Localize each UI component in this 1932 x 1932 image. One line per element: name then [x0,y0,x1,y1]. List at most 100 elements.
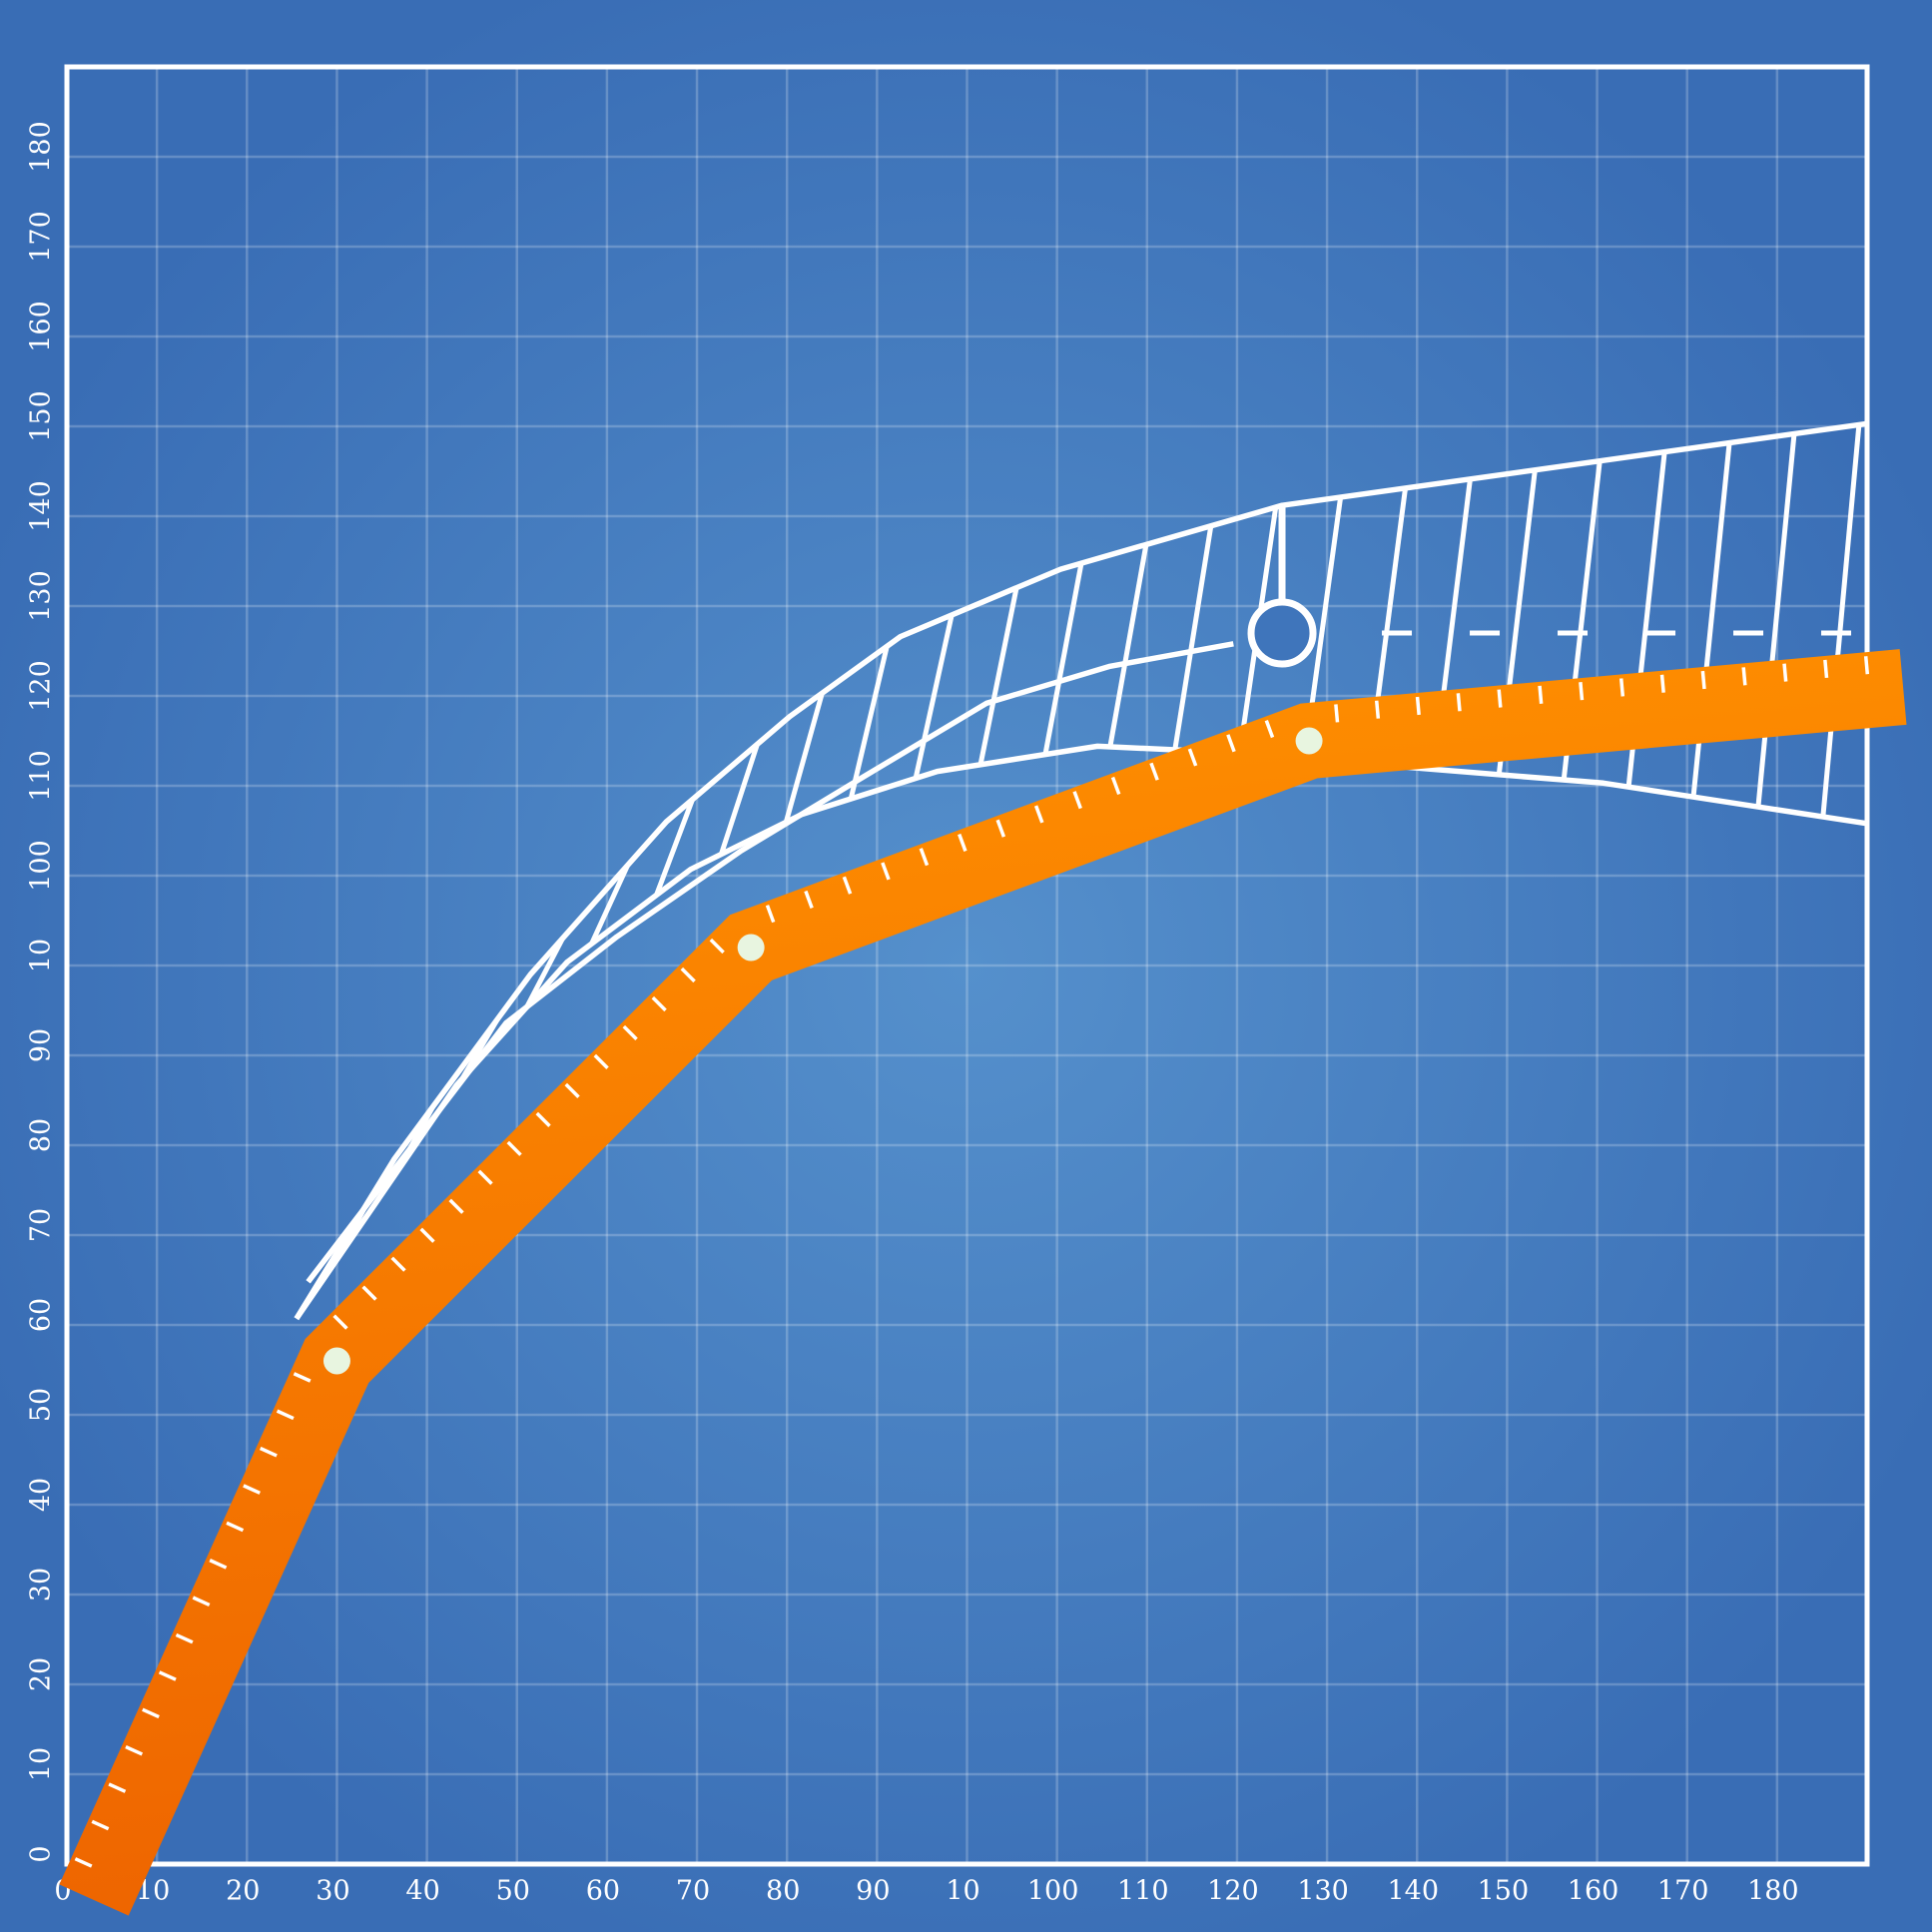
y-tick-label: 130 [26,570,57,622]
ribbon-tick [477,1169,493,1185]
ribbon-tick [361,1285,377,1301]
band-line [306,641,1234,1284]
hatch [977,587,1019,766]
hatch [654,798,695,897]
ribbon-tick [995,819,1006,838]
ribbon-tick [1659,674,1665,693]
pin [1247,598,1317,668]
ribbon-tick [804,890,814,909]
ribbon-tick [1415,696,1421,716]
y-tick-label: 0 [26,1845,57,1862]
ribbon-tick [842,876,853,895]
ribbon-tick [1538,685,1544,704]
ribbon-tick [226,1521,245,1533]
ribbon-tick [1579,682,1585,701]
x-tick-label: 20 [226,1876,260,1907]
ribbon-tick [1374,700,1381,719]
ribbon-tick [209,1559,228,1570]
hatch [1172,525,1214,751]
plot: 0 10 20 30 40 50 60 70 80 90 10 100 110 120 130 140 150 1… [26,64,1907,1916]
ribbon-tick [680,966,696,983]
hatch [1107,543,1149,748]
y-tick-label: 40 [26,1478,57,1512]
ribbon-tick [142,1707,160,1719]
ribbon-tick [1497,689,1503,708]
x-tick-label: 30 [316,1876,349,1907]
y-tick-label: 110 [26,750,57,802]
ribbon-tick [1072,791,1082,810]
ribbon-tick [958,833,967,852]
ribbon-tick [108,1782,127,1793]
ribbon-tick [709,938,725,955]
x-tick-label: 80 [766,1876,800,1907]
point [322,1347,350,1375]
ribbon-tick [1226,734,1236,753]
ribbon-tick [622,1024,638,1041]
y-tick-label: 10 [26,1747,57,1781]
ribbon-tick [1618,678,1625,697]
y-tick-label: 170 [26,211,57,263]
hatch [719,743,760,856]
hatch [589,864,630,946]
hatch [1755,433,1797,808]
hatch [848,645,890,800]
ribbon-tick [243,1484,261,1495]
ribbon-tick [1700,670,1706,690]
y-tick-label: 100 [26,840,57,892]
y-tick-label: 180 [26,121,57,173]
ribbon-tick [192,1596,211,1608]
y-tick-label: 150 [26,390,57,442]
hatch [913,614,955,780]
ribbon-tick [1863,656,1870,675]
y-tick-label: 140 [26,480,57,532]
ribbon-tick [1110,776,1121,796]
plot-border [64,64,1870,1867]
ribbon-tick [881,862,891,881]
ribbon-tick [125,1744,144,1756]
ribbon-tick [765,905,776,924]
x-tick-label: 70 [676,1876,710,1907]
y-tick-label: 160 [26,301,57,352]
ribbon-tick [1456,693,1462,712]
ribbon-tick [1334,704,1340,723]
ribbon-tick [175,1632,194,1644]
y-tick-label: 50 [26,1388,57,1422]
x-tick-label: 130 [1297,1876,1349,1907]
y-tick-label: 10 [26,939,57,972]
ribbon-tick [91,1819,110,1831]
ribbon-tick [448,1198,464,1214]
x-tick-label: 150 [1478,1876,1530,1907]
y-tick-label: 60 [26,1298,57,1332]
y-tick-label: 80 [26,1118,57,1152]
hatch [1042,562,1084,756]
x-tick-label: 100 [1027,1876,1079,1907]
ribbon-tick [1264,719,1275,739]
ribbon-tick [593,1053,609,1070]
x-tick-label: 140 [1387,1876,1439,1907]
x-tick-label: 170 [1657,1876,1709,1907]
ribbon-tick [535,1111,551,1127]
ribbon-tick [332,1314,348,1330]
ribbon-tick [158,1670,177,1681]
ribbon-tick [564,1082,580,1098]
ribbon-tick [1741,667,1747,686]
band-line [294,420,1868,1321]
point [737,934,765,962]
x-tick-label: 40 [405,1876,439,1907]
x-tick-label: 120 [1207,1876,1259,1907]
y-tick-label: 120 [26,660,57,712]
x-tick-label: 10 [946,1876,979,1907]
ribbon-tick [74,1857,93,1868]
hatch [783,692,825,824]
y-tick-label: 20 [26,1657,57,1691]
ribbon-tick [419,1227,435,1243]
x-tick-label: 160 [1568,1876,1619,1907]
ribbon-tick [259,1446,278,1458]
ribbon-tick [1187,748,1198,767]
ribbon-tick [293,1372,312,1383]
ribbon-tick [1782,663,1788,682]
x-tick-label: 50 [496,1876,530,1907]
ribbon-tick [1823,659,1829,679]
